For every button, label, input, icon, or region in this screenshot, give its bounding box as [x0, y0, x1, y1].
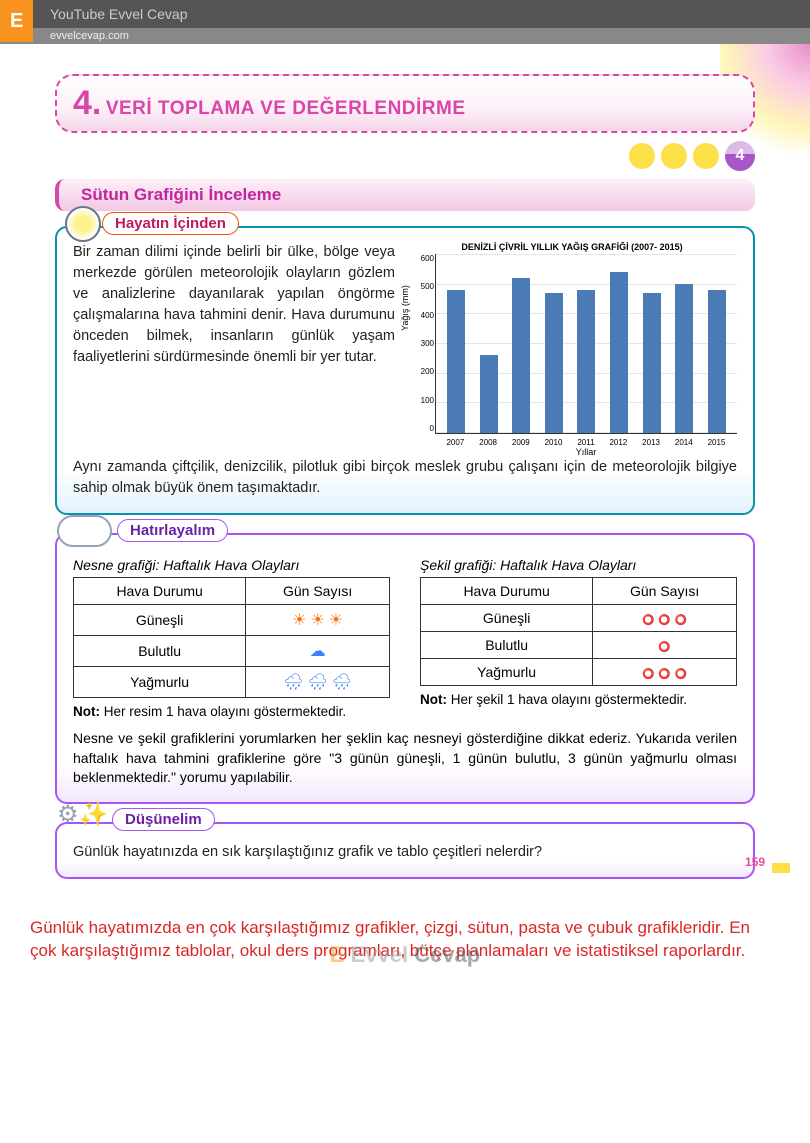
col-header: Hava Durumu	[74, 578, 246, 605]
chart-bar	[643, 293, 661, 433]
gears-icon: ⚙✨	[57, 800, 108, 829]
section-title: Sütun Grafiğini İnceleme	[55, 179, 755, 211]
weather-table-1: Hava DurumuGün Sayısı Güneşli☀ ☀ ☀Bulutl…	[73, 577, 390, 698]
logo-badge: E	[0, 0, 33, 42]
dot-yellow	[629, 143, 655, 169]
chart-title: DENİZLİ ÇİVRİL YILLIK YAĞIŞ GRAFİĞİ (200…	[407, 242, 737, 252]
cloud-icon	[57, 515, 112, 547]
chart-bar	[545, 293, 563, 433]
table1-caption: Nesne grafiği: Haftalık Hava Olayları	[73, 557, 390, 573]
chart-bar	[512, 278, 530, 433]
chart-bars	[436, 254, 737, 433]
chart-bar	[675, 284, 693, 433]
think-question: Günlük hayatınızda en sık karşılaştığını…	[73, 842, 737, 863]
dot-yellow	[693, 143, 719, 169]
think-box: ⚙✨ Düşünelim Günlük hayatınızda en sık k…	[55, 822, 755, 879]
life-text-2: Aynı zamanda çiftçilik, denizcilik, pilo…	[73, 457, 737, 499]
table2-caption: Şekil grafiği: Haftalık Hava Olayları	[420, 557, 737, 573]
chart-bar	[577, 290, 595, 433]
chart-bar	[447, 290, 465, 433]
page-number: 159	[745, 855, 765, 869]
watermark-logo: E Evvel Cevap	[330, 942, 480, 968]
unit-header: 4. VERİ TOPLAMA VE DEĞERLENDİRME	[55, 74, 755, 133]
chart-ylabel: Yağış (mm)	[400, 285, 410, 331]
chart-xticks: 200720082009201020112012201320142015	[435, 438, 737, 447]
youtube-label: YouTube Evvel Cevap	[50, 6, 188, 22]
remember-box: Hatırlayalım Nesne grafiği: Haftalık Hav…	[55, 533, 755, 804]
chart-bar	[480, 355, 498, 433]
dot-yellow	[661, 143, 687, 169]
chart-bar	[610, 272, 628, 433]
life-label: Hayatın İçinden	[102, 212, 239, 235]
life-text-1: Bir zaman dilimi içinde belirli bir ülke…	[73, 242, 395, 457]
rainfall-chart: DENİZLİ ÇİVRİL YILLIK YAĞIŞ GRAFİĞİ (200…	[407, 242, 737, 457]
unit-number: 4.	[73, 84, 101, 122]
magnifier-icon	[65, 206, 101, 242]
chart-xlabel: Yıllar	[435, 447, 737, 457]
col-header: Hava Durumu	[421, 578, 593, 605]
shape-graph-block: Şekil grafiği: Haftalık Hava Olayları Ha…	[420, 557, 737, 719]
weather-table-2: Hava DurumuGün Sayısı Güneşli⭕ ⭕ ⭕Bulutl…	[420, 577, 737, 686]
chart-bar	[708, 290, 726, 433]
unit-title: VERİ TOPLAMA VE DEĞERLENDİRME	[106, 98, 466, 119]
top-bar: E YouTube Evvel Cevap	[0, 0, 810, 28]
col-header: Gün Sayısı	[246, 578, 390, 605]
remember-label: Hatırlayalım	[117, 519, 228, 542]
page-content: 4. VERİ TOPLAMA VE DEĞERLENDİRME 4 Sütun…	[0, 44, 810, 917]
note-1: Not: Her resim 1 hava olayını göstermekt…	[73, 704, 390, 719]
chart-yticks: 6005004003002001000	[410, 254, 434, 433]
think-label: Düşünelim	[112, 808, 215, 831]
life-box: Hayatın İçinden Bir zaman dilimi içinde …	[55, 226, 755, 515]
note-2: Not: Her şekil 1 hava olayını göstermekt…	[420, 692, 737, 707]
unit-dots: 4	[55, 141, 755, 171]
object-graph-block: Nesne grafiği: Haftalık Hava Olayları Ha…	[73, 557, 390, 719]
col-header: Gün Sayısı	[593, 578, 737, 605]
footer-accent	[772, 863, 790, 873]
remember-explain: Nesne ve şekil grafiklerini yorumlarken …	[73, 729, 737, 788]
site-url: evvelcevap.com	[0, 28, 810, 44]
